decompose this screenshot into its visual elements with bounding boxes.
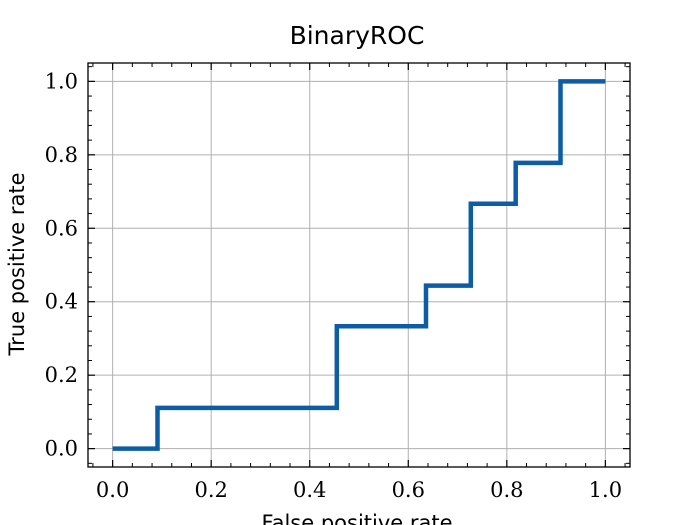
series-layer: [112, 79, 606, 451]
y-tick-label: 0.2: [45, 363, 78, 387]
x-tick-label: 0.8: [490, 478, 523, 502]
y-tick-labels: 0.0 0.2 0.4 0.6 0.8 1.0: [45, 69, 78, 460]
x-axis-label: False positive rate: [261, 511, 452, 525]
y-tick-label: 0.0: [45, 437, 78, 461]
x-tick-label: 0.4: [293, 478, 326, 502]
y-tick-label: 0.8: [45, 143, 78, 167]
plot-frame: [87, 62, 631, 468]
roc-curve-line: [112, 79, 606, 451]
y-axis-label: True positive rate: [5, 173, 29, 357]
x-tick-labels: 0.0 0.2 0.4 0.6 0.8 1.0: [96, 478, 622, 502]
x-tick-label: 1.0: [589, 478, 622, 502]
x-tick-label: 0.6: [392, 478, 425, 502]
chart-title: BinaryROC: [290, 21, 425, 50]
y-tick-label: 0.4: [45, 290, 78, 314]
grid-lines: [88, 63, 630, 467]
x-tick-label: 0.2: [194, 478, 227, 502]
x-tick-label: 0.0: [96, 478, 129, 502]
y-tick-label: 0.6: [45, 216, 78, 240]
y-tick-label: 1.0: [45, 69, 78, 93]
axis-ticks: [88, 63, 630, 467]
